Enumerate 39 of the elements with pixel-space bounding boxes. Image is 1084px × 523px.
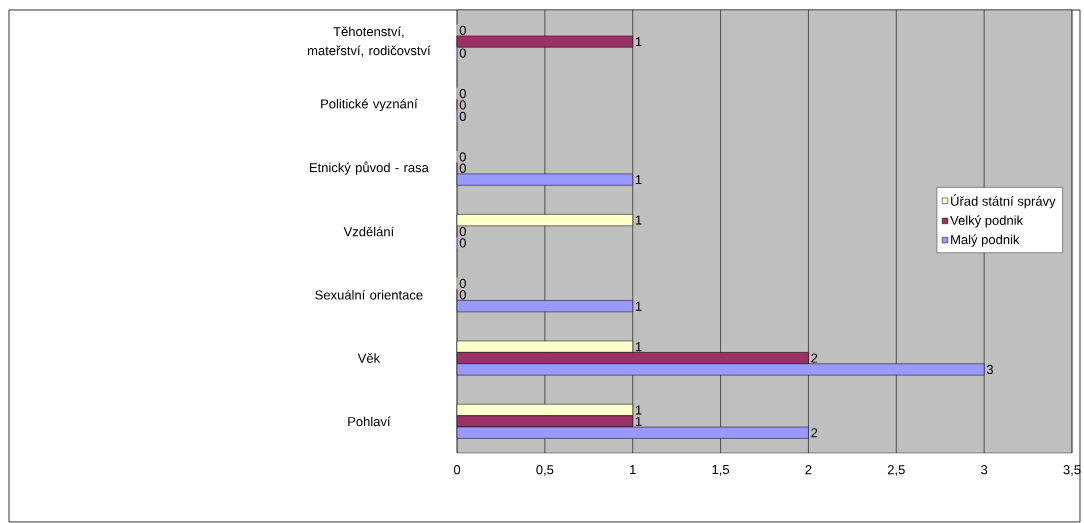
y-tick-label: Vzdělání — [343, 226, 395, 237]
data-label: 0 — [459, 111, 466, 121]
data-label: 2 — [811, 353, 818, 363]
data-label: 0 — [459, 100, 466, 110]
legend-label: Úřad státní správy — [951, 194, 1056, 209]
x-tick-label: 3 — [981, 465, 988, 475]
data-label: 0 — [459, 88, 466, 99]
y-tick-label: Pohlaví — [348, 416, 391, 427]
data-label: 0 — [459, 152, 466, 162]
legend-label: Malý podnik — [951, 234, 1020, 247]
x-tick-label: 1 — [630, 465, 636, 475]
data-label: 0 — [459, 290, 466, 300]
legend-label: Velký podnik — [950, 215, 1024, 228]
data-label: 0 — [459, 25, 466, 35]
x-tick-label: 0 — [453, 465, 461, 475]
data-label: 1 — [635, 405, 642, 415]
x-tick-label: 1,5 — [712, 465, 730, 476]
x-tick-label: 3,5 — [1063, 465, 1081, 476]
data-label: 0 — [459, 238, 466, 248]
data-label: 1 — [635, 215, 642, 225]
data-label: 1 — [635, 37, 642, 47]
y-tick-label: Těhotenství, mateřství, rodičovství — [307, 26, 431, 57]
y-tick-label: Věk — [357, 353, 381, 363]
data-label: 0 — [459, 278, 466, 288]
y-tick-label: Politické vyznání — [321, 98, 418, 112]
x-tick-label: 0,5 — [536, 465, 554, 476]
data-label: 2 — [811, 428, 818, 438]
y-tick-label: Etnický původ - rasa — [309, 161, 429, 175]
x-tick-label: 2,5 — [887, 465, 905, 476]
data-label: 0 — [459, 226, 466, 237]
data-label: 0 — [459, 48, 466, 58]
data-label: 1 — [635, 175, 642, 185]
data-label: 0 — [459, 163, 466, 173]
data-label: 3 — [986, 364, 994, 375]
y-tick-label: Sexuální orientace — [315, 289, 423, 300]
data-label: 1 — [635, 416, 642, 426]
x-tick-label: 2 — [805, 465, 812, 475]
data-label: 1 — [635, 301, 642, 311]
data-label: 1 — [635, 342, 642, 352]
